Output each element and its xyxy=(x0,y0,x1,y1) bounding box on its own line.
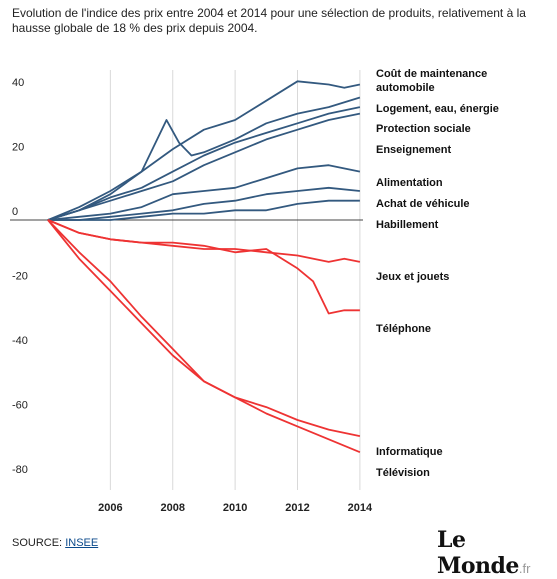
series-lines xyxy=(47,80,361,454)
series-line-6 xyxy=(48,186,360,221)
series-line-2 xyxy=(47,96,361,221)
series-line-1 xyxy=(47,80,361,221)
series-line-9 xyxy=(47,219,360,315)
series-label-9: Téléphone xyxy=(376,323,431,335)
series-line-7 xyxy=(48,199,360,221)
grid-lines xyxy=(10,70,363,490)
y-tick-label: -60 xyxy=(12,400,28,412)
series-label-3: Protection sociale xyxy=(376,123,471,135)
source-link[interactable]: INSEE xyxy=(65,537,99,549)
le-monde-logo: Le Monde.fr xyxy=(437,527,531,579)
y-axis-tick-labels: 40 20 0 -20 -40 -60 -80 xyxy=(12,77,28,476)
x-tick-label: 2008 xyxy=(161,502,185,514)
series-label-11: Télévision xyxy=(376,467,430,479)
series-labels: Coût de maintenance automobile Logement, e… xyxy=(376,68,499,479)
series-label-5: Alimentation xyxy=(376,177,443,189)
y-tick-label: 20 xyxy=(12,142,24,154)
series-label-2: Logement, eau, énergie xyxy=(376,103,499,115)
x-tick-label: 2012 xyxy=(285,502,309,514)
series-line-3 xyxy=(47,106,361,221)
x-tick-label: 2014 xyxy=(348,502,373,514)
line-chart: 40 20 0 -20 -40 -60 -80 2006 2008 2010 2012 2014 C… xyxy=(10,68,499,514)
x-tick-label: 2006 xyxy=(98,502,122,514)
series-line-5 xyxy=(47,164,361,221)
x-tick-label: 2010 xyxy=(223,502,247,514)
series-label-6: Achat de véhicule xyxy=(376,198,470,210)
y-tick-label: -20 xyxy=(12,271,28,283)
source-label: SOURCE: xyxy=(12,537,63,549)
x-axis-tick-labels: 2006 2008 2010 2012 2014 xyxy=(98,502,373,514)
series-line-11 xyxy=(47,219,361,454)
chart-title: Evolution de l'indice des prix entre 200… xyxy=(12,6,526,35)
source-note: SOURCE: INSEE xyxy=(12,537,98,549)
y-tick-label: 0 xyxy=(12,206,18,218)
series-line-10 xyxy=(47,219,361,437)
series-label-7: Habillement xyxy=(376,219,439,231)
y-tick-label: -80 xyxy=(12,464,28,476)
series-line-4 xyxy=(47,112,361,221)
series-label-8: Jeux et jouets xyxy=(376,271,449,283)
series-label-10: Informatique xyxy=(376,446,443,458)
series-label-4: Enseignement xyxy=(376,144,452,156)
y-tick-label: 40 xyxy=(12,77,24,89)
series-label-1: Coût de maintenance automobile xyxy=(376,68,487,94)
y-tick-label: -40 xyxy=(12,335,28,347)
series-line-8 xyxy=(47,219,361,263)
